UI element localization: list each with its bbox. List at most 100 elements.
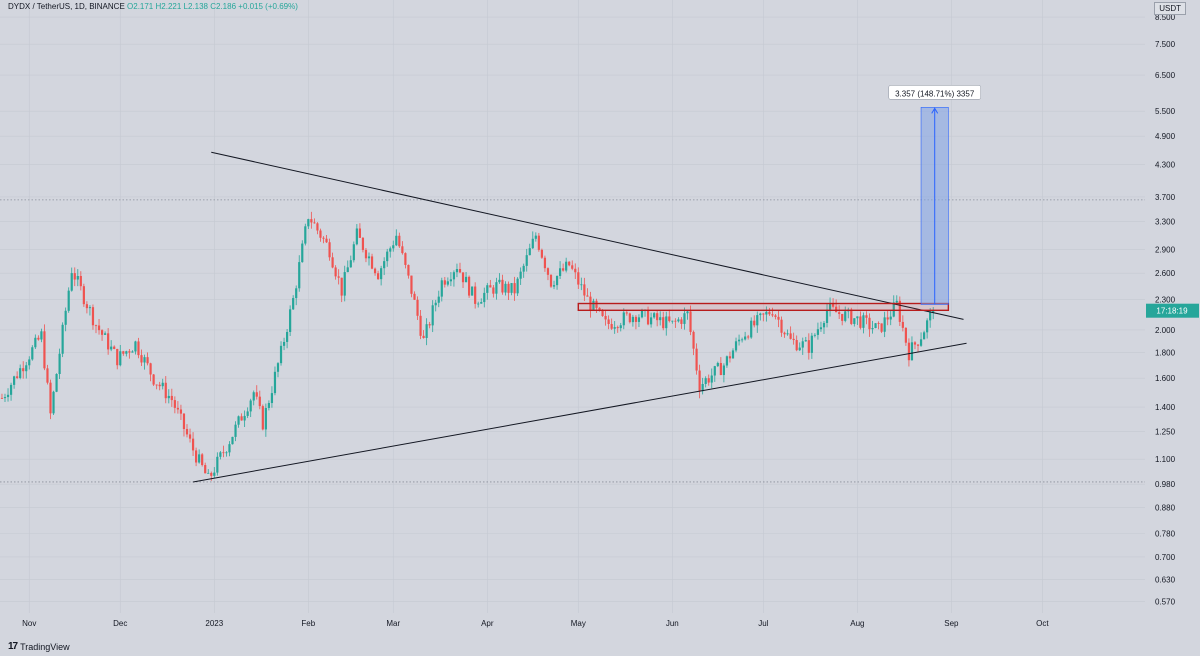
candle-body (9, 384, 13, 395)
price-tick-label: 1.400 (1155, 403, 1176, 412)
candle-body (844, 311, 847, 321)
candle-body (737, 339, 741, 342)
candle-body (804, 340, 807, 342)
candle-body (504, 283, 507, 293)
candle-body (207, 472, 210, 474)
candle-body (94, 325, 98, 327)
candle-body (231, 436, 234, 445)
candle-body (625, 312, 628, 314)
candle-body (929, 312, 932, 321)
candle-body (276, 363, 280, 372)
symbol-label: DYDX / TetherUS, 1D, BINANCE (8, 2, 125, 11)
candle-body (534, 235, 537, 239)
candle-body (331, 257, 334, 268)
candle-body (194, 450, 198, 463)
candle-body (452, 272, 456, 280)
price-tick-label: 4.900 (1155, 132, 1176, 141)
candle-body (877, 323, 880, 324)
candle-body (113, 346, 116, 349)
candle-body (100, 330, 104, 335)
candle-body (662, 317, 665, 329)
candle-body (301, 243, 304, 263)
drawing-annotations[interactable]: 3.357 (148.71%) 3357 (192, 85, 982, 483)
candle-body (744, 336, 747, 340)
candle-body (325, 238, 328, 243)
candle-body (389, 248, 392, 252)
candle-body (310, 219, 313, 223)
candle-body (592, 300, 595, 311)
high-value: H2.221 (155, 2, 182, 11)
tradingview-brand[interactable]: 17 TradingView (8, 641, 70, 652)
price-tick-label: 0.880 (1155, 503, 1176, 512)
candle-body (419, 315, 422, 336)
candle-body (383, 261, 386, 269)
candle-body (337, 276, 340, 278)
candle-body (910, 342, 914, 361)
candle-body (868, 317, 871, 330)
candle-body (446, 281, 449, 285)
candle-body (792, 338, 795, 341)
candle-body (131, 351, 134, 353)
candle-body (146, 357, 149, 364)
candle-body (713, 366, 716, 376)
price-tick-label: 0.700 (1155, 553, 1176, 562)
candle-body (822, 322, 826, 328)
time-tick-label: Sep (944, 619, 959, 628)
price-tick-label: 0.630 (1155, 576, 1176, 585)
candle-body (395, 235, 398, 246)
candle-body (43, 331, 46, 369)
candle-body (677, 319, 680, 322)
candle-body (898, 300, 901, 322)
candle-body (522, 265, 525, 272)
price-tick-label: 3.300 (1155, 218, 1176, 227)
candle-body (740, 339, 744, 341)
candle-body (477, 303, 480, 305)
candle-body (216, 456, 219, 473)
candle-body (859, 316, 862, 328)
candle-body (313, 222, 316, 224)
candle-body (52, 391, 55, 414)
candle-body (495, 282, 498, 294)
candle-body (155, 384, 158, 386)
candle-body (725, 356, 729, 366)
candle-body (361, 237, 365, 250)
candle-body (668, 316, 671, 322)
candle-body (601, 310, 604, 316)
time-axis[interactable]: Nov Dec 2023 Feb Mar Apr May Jun Jul Aug Sep Oct (22, 619, 1049, 628)
time-tick-label: 2023 (205, 619, 223, 628)
candle-body (164, 382, 167, 399)
candle-body (750, 320, 753, 338)
candle-body (407, 264, 410, 276)
resistance-zone[interactable] (577, 302, 950, 312)
time-tick-label: Jul (758, 619, 768, 628)
time-tick-label: Dec (113, 619, 127, 628)
candle-body (346, 267, 349, 273)
upper-descending-trendline[interactable] (211, 151, 964, 320)
candle-body (125, 351, 128, 354)
candle-body (698, 370, 701, 392)
measure-label: 3.357 (148.71%) 3357 (895, 89, 975, 98)
currency-unit-button[interactable]: USDT (1154, 2, 1186, 15)
candle-body (798, 347, 801, 351)
candle-body (219, 452, 222, 457)
candle-body (704, 378, 707, 385)
candle-body (249, 400, 252, 412)
candle-body (613, 327, 616, 329)
low-value: L2.138 (183, 2, 208, 11)
candle-body (437, 296, 440, 303)
candle-body (440, 280, 443, 297)
tradingview-logo-icon: 17 (8, 641, 18, 652)
candle-body (85, 304, 88, 309)
candle-body (810, 335, 813, 353)
candle-body (801, 341, 804, 348)
candle-body (213, 472, 216, 476)
candle-body (79, 275, 82, 287)
candle-body (565, 261, 568, 271)
price-axis[interactable]: 8.500 7.500 6.500 5.500 4.900 4.300 3.700 3.300… (1145, 0, 1200, 613)
price-tick-label: 1.800 (1155, 349, 1176, 358)
candle-body (498, 279, 501, 283)
candle-body (631, 316, 634, 323)
lower-ascending-trendline[interactable] (192, 342, 967, 483)
candle-body (158, 384, 161, 387)
